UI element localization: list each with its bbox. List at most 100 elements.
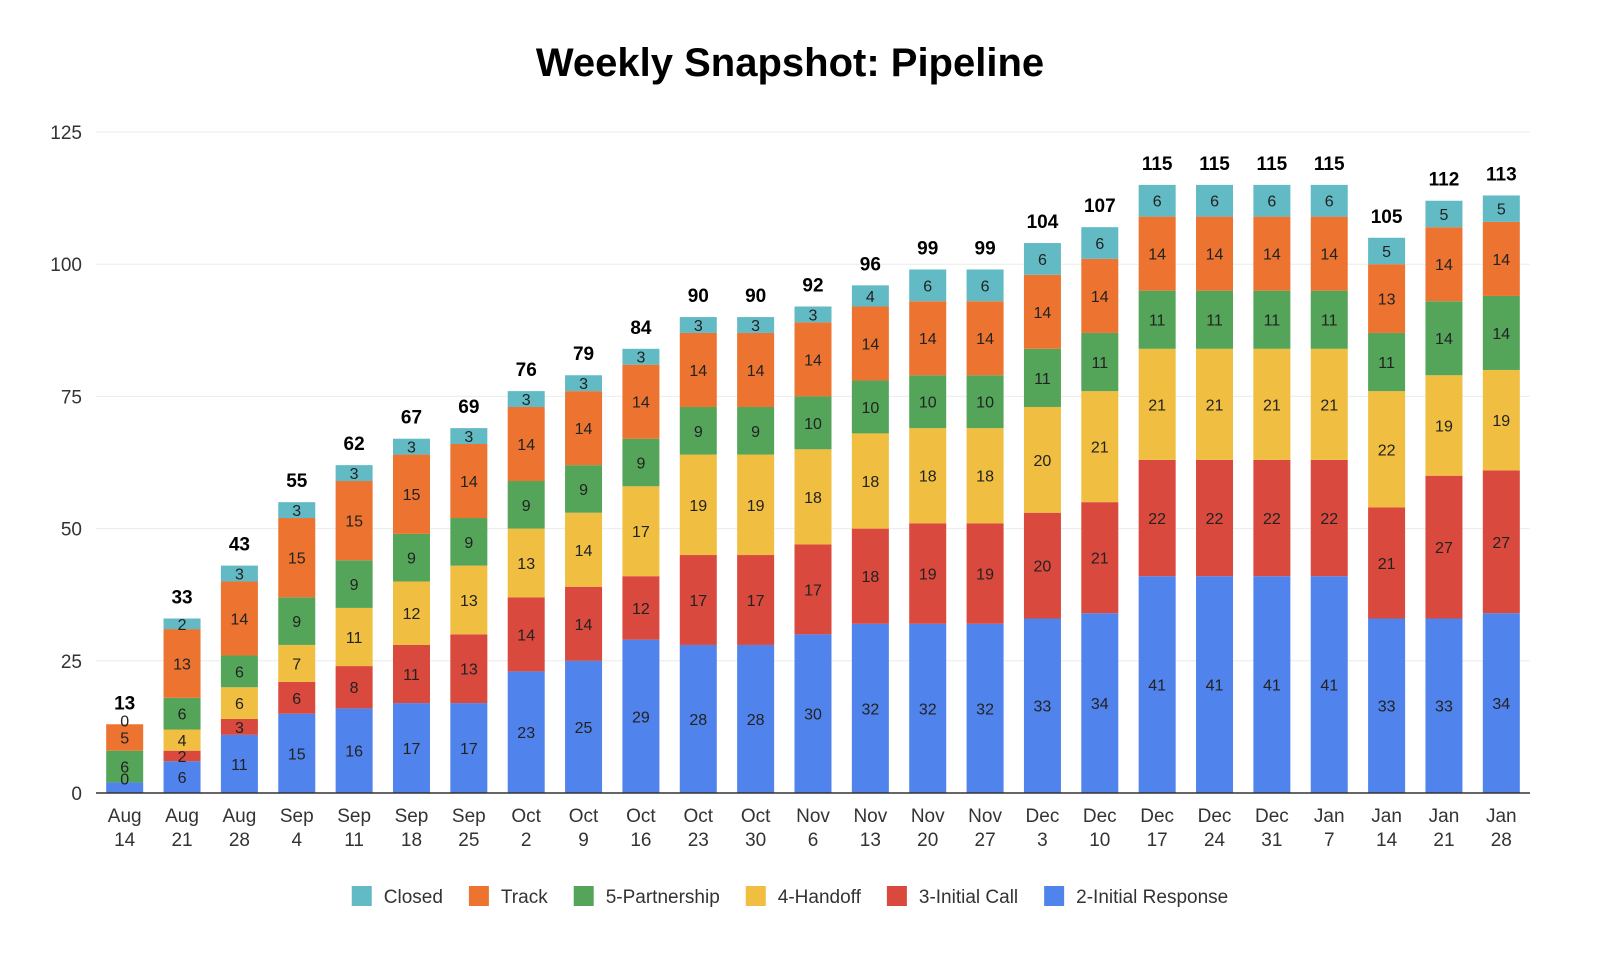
bar-segment <box>278 502 316 519</box>
bar-segment <box>220 718 258 735</box>
data-label: 10 <box>976 395 994 412</box>
x-tick-label-month: Dec <box>1140 806 1174 827</box>
data-label: 18 <box>804 490 822 507</box>
bar-segment <box>1425 475 1463 619</box>
bar-segment <box>1138 576 1176 793</box>
bar-segment <box>565 375 603 392</box>
data-label: 22 <box>1320 511 1338 528</box>
bar-segment <box>450 518 488 566</box>
x-tick-label-month: Aug <box>222 806 256 827</box>
bar-segment <box>1310 459 1348 577</box>
bar-segment <box>507 597 545 672</box>
legend-swatch <box>468 886 489 906</box>
bar-segment <box>737 454 775 556</box>
bar-segment <box>1138 216 1176 291</box>
data-label: 9 <box>579 482 588 499</box>
data-label: 41 <box>1320 678 1338 695</box>
bar-segment <box>679 332 717 407</box>
data-label: 5 <box>1382 244 1391 261</box>
data-label: 12 <box>403 606 421 623</box>
data-label: 14 <box>1263 247 1281 264</box>
bar-segment <box>565 512 603 587</box>
data-label: 7 <box>292 656 301 673</box>
data-label: 14 <box>976 331 994 348</box>
bars-layer <box>106 184 1520 793</box>
axis-layer: 0255075100125Aug14Aug21Aug28Sep4Sep11Sep… <box>50 123 1530 851</box>
bar-segment <box>450 634 488 704</box>
data-label: 17 <box>747 593 765 610</box>
bar-segment <box>220 581 258 656</box>
bar-segment <box>335 708 373 793</box>
x-tick-label-month: Sep <box>280 806 314 827</box>
bar-segment <box>622 364 660 439</box>
bar-segment <box>1138 184 1176 217</box>
data-label: 14 <box>804 352 822 369</box>
data-label: 21 <box>1091 440 1109 457</box>
x-tick-label-day: 16 <box>630 830 651 851</box>
data-label: 5 <box>1440 207 1449 224</box>
bar-segment <box>1482 369 1520 471</box>
bar-segment <box>278 644 316 682</box>
legend-label: 4-Handoff <box>778 887 862 908</box>
data-label: 28 <box>689 712 707 729</box>
total-label: 99 <box>975 238 996 259</box>
bar-segment <box>1368 391 1406 508</box>
bar-segment <box>1138 348 1176 460</box>
data-label: 9 <box>522 498 531 515</box>
data-label: 14 <box>517 627 535 644</box>
bar-segment <box>278 713 316 793</box>
legend-item: 5-Partnership <box>573 886 720 908</box>
total-label: 104 <box>1027 212 1059 233</box>
data-label: 2 <box>178 617 187 634</box>
bar-segment <box>1081 258 1119 333</box>
data-label: 3 <box>694 318 703 335</box>
total-label: 67 <box>401 408 422 429</box>
bar-segment <box>1196 184 1234 217</box>
bar-segment <box>679 317 717 333</box>
data-label: 33 <box>1034 699 1052 716</box>
data-label: 13 <box>460 593 478 610</box>
bar-segment <box>909 375 947 429</box>
x-tick-label-month: Sep <box>337 806 371 827</box>
total-label: 69 <box>458 397 479 418</box>
data-label: 3 <box>809 307 818 324</box>
data-label: 27 <box>1435 540 1453 557</box>
data-label: 22 <box>1206 511 1224 528</box>
bar-segment <box>794 449 832 545</box>
data-label: 41 <box>1206 678 1224 695</box>
legend-item: Closed <box>351 886 443 908</box>
data-label: 11 <box>1321 313 1338 330</box>
bar-segment <box>1425 200 1463 228</box>
data-label: 25 <box>575 720 593 737</box>
x-tick-label-month: Oct <box>683 806 713 827</box>
y-tick-label: 0 <box>71 784 82 805</box>
data-label: 22 <box>1148 511 1166 528</box>
bar-segment <box>1196 459 1234 577</box>
data-label: 10 <box>919 395 937 412</box>
data-label: 14 <box>1492 326 1510 343</box>
data-label: 21 <box>1206 397 1224 414</box>
x-tick-label-month: Nov <box>796 806 830 827</box>
data-label: 14 <box>1320 247 1338 264</box>
bar-segment <box>1138 459 1176 577</box>
total-label: 99 <box>917 238 938 259</box>
data-label: 9 <box>694 424 703 441</box>
data-label: 34 <box>1492 696 1510 713</box>
total-label: 76 <box>516 360 537 381</box>
bar-segment <box>1482 195 1520 222</box>
data-label: 3 <box>407 440 416 457</box>
bar-segment <box>565 586 603 661</box>
bar-segment <box>1482 613 1520 793</box>
data-label: 10 <box>861 400 879 417</box>
data-label: 6 <box>1095 236 1104 253</box>
bar-segment <box>1368 618 1406 793</box>
bar-segment <box>1425 375 1463 476</box>
data-label: 18 <box>976 469 994 486</box>
data-label: 19 <box>1435 418 1453 435</box>
bar-segment <box>1482 470 1520 614</box>
total-label: 13 <box>114 693 135 714</box>
total-label: 90 <box>745 286 766 307</box>
data-label: 32 <box>861 701 879 718</box>
x-tick-label-month: Dec <box>1198 806 1232 827</box>
